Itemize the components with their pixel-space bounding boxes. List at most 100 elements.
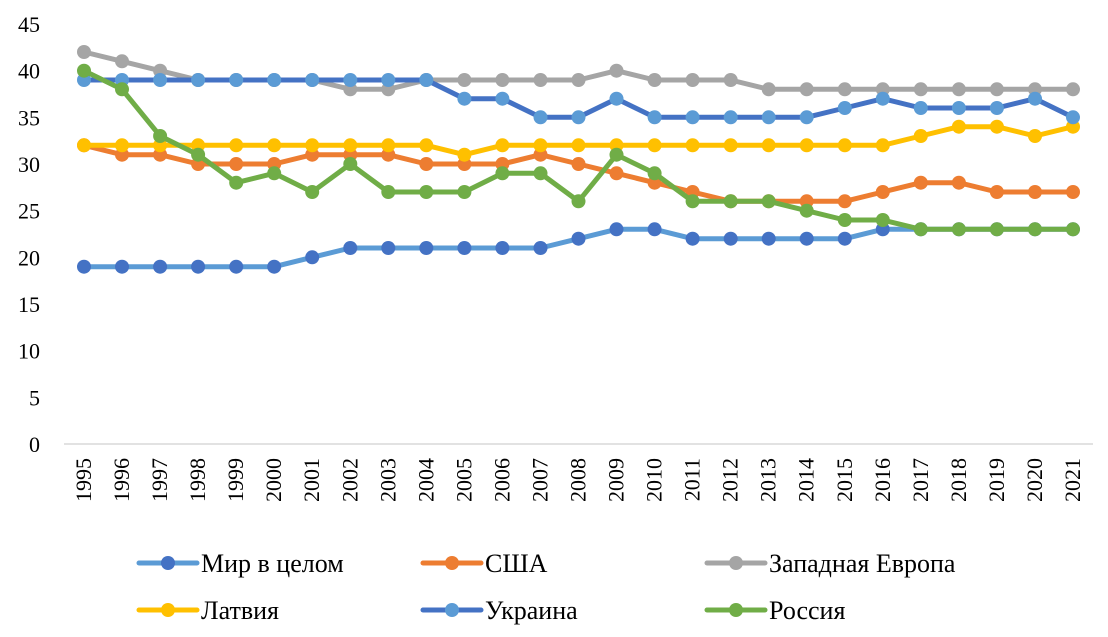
- data-point: [115, 138, 129, 153]
- data-point: [229, 138, 244, 153]
- data-point: [1028, 129, 1042, 143]
- data-point: [495, 138, 510, 153]
- x-tick-label-2001: 2001: [299, 458, 324, 502]
- data-point: [153, 259, 168, 274]
- data-point: [989, 222, 1004, 237]
- data-point: [77, 45, 91, 59]
- data-point: [381, 73, 396, 87]
- data-point: [647, 166, 662, 181]
- data-point: [913, 222, 928, 237]
- x-tick-label-1996: 1996: [109, 458, 134, 502]
- data-point: [913, 175, 928, 190]
- x-tick-label-2014: 2014: [794, 458, 819, 502]
- data-point: [723, 231, 738, 246]
- data-point: [571, 157, 586, 171]
- y-tick-label-15: 15: [18, 292, 40, 317]
- legend-item: Западная Европа: [704, 549, 956, 578]
- x-tick-label-2008: 2008: [566, 458, 591, 502]
- series-2: [77, 119, 1080, 162]
- x-tick-label-2010: 2010: [642, 458, 667, 502]
- data-point: [1028, 91, 1042, 106]
- data-point: [799, 110, 814, 125]
- data-point: [153, 73, 168, 87]
- data-point: [115, 259, 129, 274]
- data-point: [495, 241, 510, 255]
- data-point: [875, 213, 890, 227]
- data-point: [647, 73, 662, 87]
- data-point: [761, 82, 776, 97]
- data-point: [571, 231, 586, 246]
- x-tick-label-2003: 2003: [375, 458, 400, 502]
- x-tick-label-2019: 2019: [984, 458, 1009, 502]
- data-point: [77, 63, 91, 78]
- data-point: [723, 194, 738, 209]
- data-point: [305, 185, 320, 199]
- data-point: [191, 73, 206, 87]
- data-point: [267, 259, 282, 274]
- data-point: [419, 138, 434, 153]
- data-point: [267, 73, 282, 87]
- data-point: [571, 138, 586, 153]
- data-point: [685, 110, 700, 125]
- data-point: [381, 138, 396, 153]
- data-point: [305, 250, 320, 265]
- legend-item: Латвия: [136, 596, 279, 625]
- data-point: [229, 259, 244, 274]
- data-point: [837, 194, 852, 209]
- legend-label: Латвия: [201, 596, 279, 625]
- data-point: [533, 73, 548, 87]
- data-point: [799, 138, 814, 153]
- data-point: [1066, 110, 1080, 125]
- data-point: [533, 138, 548, 153]
- legend-swatch-marker: [729, 556, 743, 570]
- data-point: [609, 91, 624, 106]
- y-tick-label-40: 40: [18, 59, 40, 84]
- data-point: [191, 147, 206, 162]
- legend-item: Россия: [704, 596, 845, 625]
- data-point: [723, 73, 738, 87]
- data-point: [229, 157, 244, 171]
- data-point: [305, 138, 320, 153]
- data-point: [533, 241, 548, 255]
- data-point: [343, 241, 358, 255]
- x-tick-label-1998: 1998: [185, 458, 210, 502]
- x-tick-label-2011: 2011: [680, 458, 705, 501]
- data-point: [457, 147, 472, 162]
- data-point: [457, 91, 472, 106]
- data-point: [343, 73, 358, 87]
- data-point: [875, 91, 890, 106]
- series-lines: [77, 45, 1080, 274]
- data-point: [457, 241, 472, 255]
- x-tick-label-2012: 2012: [718, 458, 743, 502]
- data-point: [495, 166, 510, 181]
- data-point: [343, 157, 358, 171]
- data-point: [799, 231, 814, 246]
- data-point: [381, 241, 396, 255]
- legend-swatch-marker: [729, 603, 743, 617]
- legend-swatch-marker: [445, 556, 459, 570]
- y-tick-label-0: 0: [29, 432, 40, 457]
- data-point: [989, 185, 1004, 199]
- data-point: [419, 241, 434, 255]
- legend-swatch-marker: [445, 603, 459, 617]
- data-point: [609, 63, 624, 78]
- data-point: [951, 222, 966, 237]
- y-tick-label-5: 5: [29, 385, 40, 410]
- y-tick-label-10: 10: [18, 339, 40, 364]
- y-tick-label-35: 35: [18, 105, 40, 130]
- legend-label: США: [485, 549, 548, 578]
- x-tick-label-2009: 2009: [604, 458, 629, 502]
- data-point: [419, 157, 434, 171]
- x-tick-label-2004: 2004: [413, 458, 438, 502]
- data-point: [115, 82, 129, 97]
- series-4: [77, 73, 1080, 125]
- data-point: [1066, 82, 1080, 97]
- y-tick-label-25: 25: [18, 199, 40, 224]
- x-tick-label-2005: 2005: [451, 458, 476, 502]
- x-tick-label-2021: 2021: [1060, 458, 1085, 502]
- x-tick-label-2007: 2007: [527, 458, 552, 502]
- legend-label: Россия: [769, 596, 845, 625]
- data-point: [115, 54, 129, 69]
- data-point: [533, 166, 548, 181]
- data-point: [153, 129, 168, 143]
